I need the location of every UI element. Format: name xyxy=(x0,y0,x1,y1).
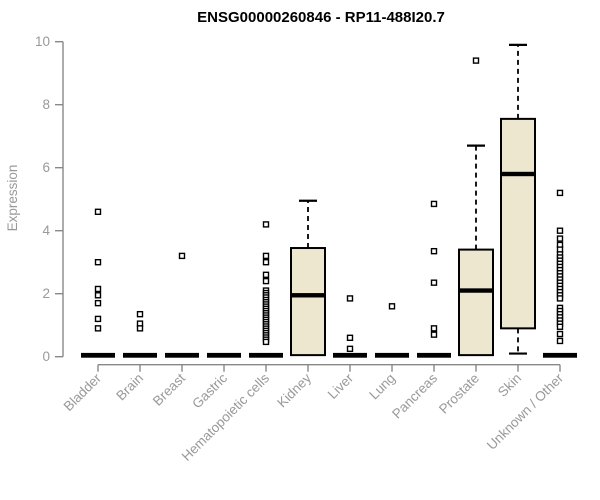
outlier-point xyxy=(556,337,564,345)
outlier-point xyxy=(136,310,144,318)
outlier-point xyxy=(94,285,102,293)
median-line xyxy=(501,171,535,177)
collapsed-box xyxy=(207,352,241,358)
outlier-point xyxy=(262,221,270,228)
outlier-point xyxy=(430,247,438,255)
box xyxy=(458,248,494,357)
outlier-point xyxy=(178,252,186,260)
collapsed-box xyxy=(123,352,157,358)
x-tick-label: Prostate xyxy=(436,371,482,417)
collapsed-box xyxy=(81,352,115,358)
outlier-point xyxy=(346,295,354,302)
outlier-point xyxy=(388,303,396,310)
x-tick-label: Pancreas xyxy=(389,370,440,421)
collapsed-box xyxy=(417,352,451,358)
outlier-point xyxy=(94,208,102,216)
x-tick-label: Brain xyxy=(113,371,146,404)
outlier-point xyxy=(262,338,270,346)
x-tick-label: Gastric xyxy=(189,370,230,411)
outlier-point xyxy=(94,325,102,332)
outlier-point xyxy=(94,292,102,299)
y-tick-label: 4 xyxy=(42,223,50,238)
x-tick-label: Bladder xyxy=(61,370,105,414)
x-tick-label: Skin xyxy=(495,371,524,400)
outlier-point xyxy=(94,299,102,307)
collapsed-box xyxy=(543,352,577,358)
x-tick-label: Kidney xyxy=(274,370,314,410)
collapsed-box xyxy=(333,352,367,358)
y-tick-label: 0 xyxy=(42,349,50,364)
chart-title: ENSG00000260846 - RP11-488I20.7 xyxy=(197,9,445,26)
outlier-point xyxy=(556,295,564,302)
outlier-point xyxy=(94,259,102,266)
collapsed-box xyxy=(165,352,199,358)
collapsed-box xyxy=(375,352,409,358)
x-tick-label: Liver xyxy=(325,370,357,402)
x-tick-label: Unknown / Other xyxy=(484,370,567,453)
outlier-point xyxy=(262,277,270,285)
outlier-point xyxy=(262,259,270,266)
outlier-point xyxy=(556,227,564,234)
outlier-point xyxy=(556,330,564,338)
y-tick-label: 10 xyxy=(35,34,50,49)
outlier-point xyxy=(430,325,438,332)
outlier-point xyxy=(346,334,354,341)
y-axis-label: Expression xyxy=(5,165,20,232)
box xyxy=(500,117,536,330)
outlier-point xyxy=(556,189,564,197)
y-tick-label: 8 xyxy=(42,97,50,112)
outlier-point xyxy=(262,252,270,260)
outlier-point xyxy=(94,315,102,323)
outlier-point xyxy=(430,279,438,286)
outlier-point xyxy=(430,200,438,208)
outlier-point xyxy=(346,345,354,353)
x-tick-label: Lung xyxy=(366,371,398,403)
collapsed-box xyxy=(249,352,283,358)
median-line xyxy=(291,293,325,298)
outlier-point xyxy=(136,325,144,332)
y-tick-label: 6 xyxy=(42,160,50,175)
x-tick-label: Breast xyxy=(150,370,188,408)
median-line xyxy=(459,288,493,293)
box xyxy=(290,247,326,357)
outlier-point xyxy=(556,323,564,330)
outlier-point xyxy=(472,57,480,64)
outlier-point xyxy=(556,235,564,242)
outlier-point xyxy=(430,331,438,338)
outlier-point xyxy=(262,271,270,278)
y-tick-label: 2 xyxy=(42,286,50,301)
